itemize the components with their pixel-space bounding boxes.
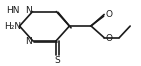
Text: HN: HN [7, 6, 20, 15]
Text: N: N [25, 6, 32, 15]
Text: O: O [105, 34, 112, 43]
Text: S: S [54, 56, 60, 65]
Text: N: N [25, 37, 32, 46]
Text: O: O [105, 10, 112, 19]
Text: H₂N: H₂N [4, 22, 21, 31]
